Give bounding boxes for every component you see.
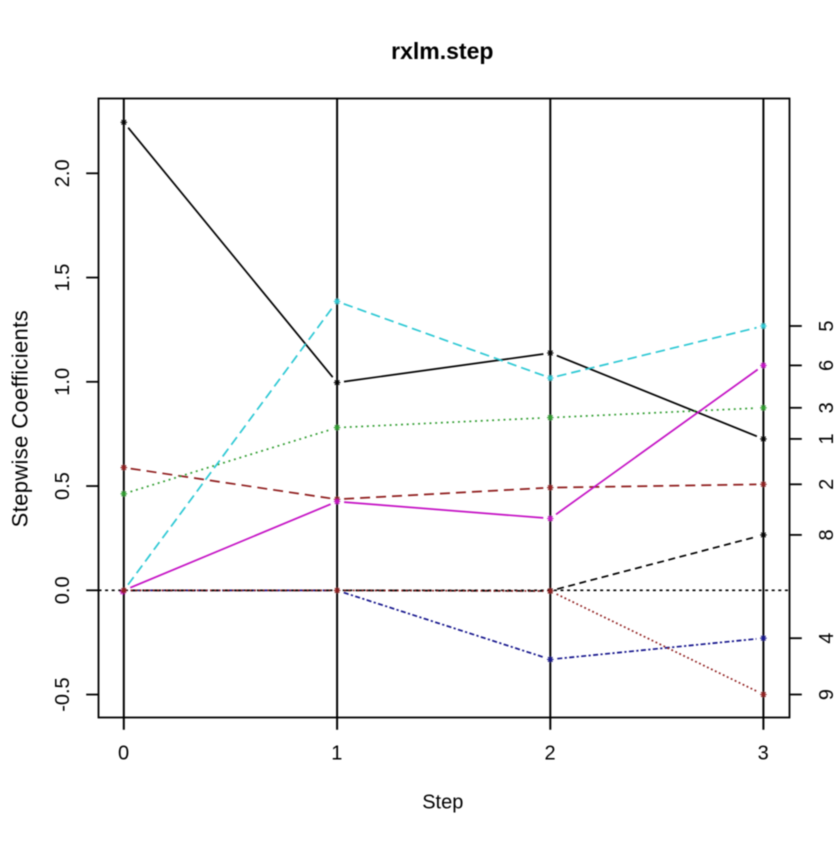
- svg-text:0: 0: [118, 743, 129, 765]
- svg-text:3: 3: [816, 402, 838, 413]
- svg-text:5: 5: [816, 320, 838, 331]
- svg-text:rxlm.step: rxlm.step: [391, 38, 493, 64]
- svg-text:6: 6: [816, 360, 838, 371]
- svg-text:4: 4: [816, 633, 838, 644]
- svg-text:1: 1: [331, 743, 342, 765]
- svg-text:2: 2: [544, 743, 555, 765]
- svg-text:8: 8: [816, 529, 838, 540]
- svg-text:Stepwise Coefficients: Stepwise Coefficients: [8, 310, 33, 527]
- svg-text:2.0: 2.0: [52, 159, 74, 187]
- svg-text:1: 1: [816, 433, 838, 444]
- svg-text:1.0: 1.0: [52, 368, 74, 396]
- svg-text:0.0: 0.0: [52, 576, 74, 604]
- svg-text:Step: Step: [422, 791, 463, 813]
- svg-text:1.5: 1.5: [52, 264, 74, 292]
- svg-text:0.5: 0.5: [52, 472, 74, 500]
- svg-text:-0.5: -0.5: [52, 677, 74, 711]
- svg-text:2: 2: [816, 479, 838, 490]
- svg-text:3: 3: [758, 743, 769, 765]
- svg-text:9: 9: [816, 689, 838, 700]
